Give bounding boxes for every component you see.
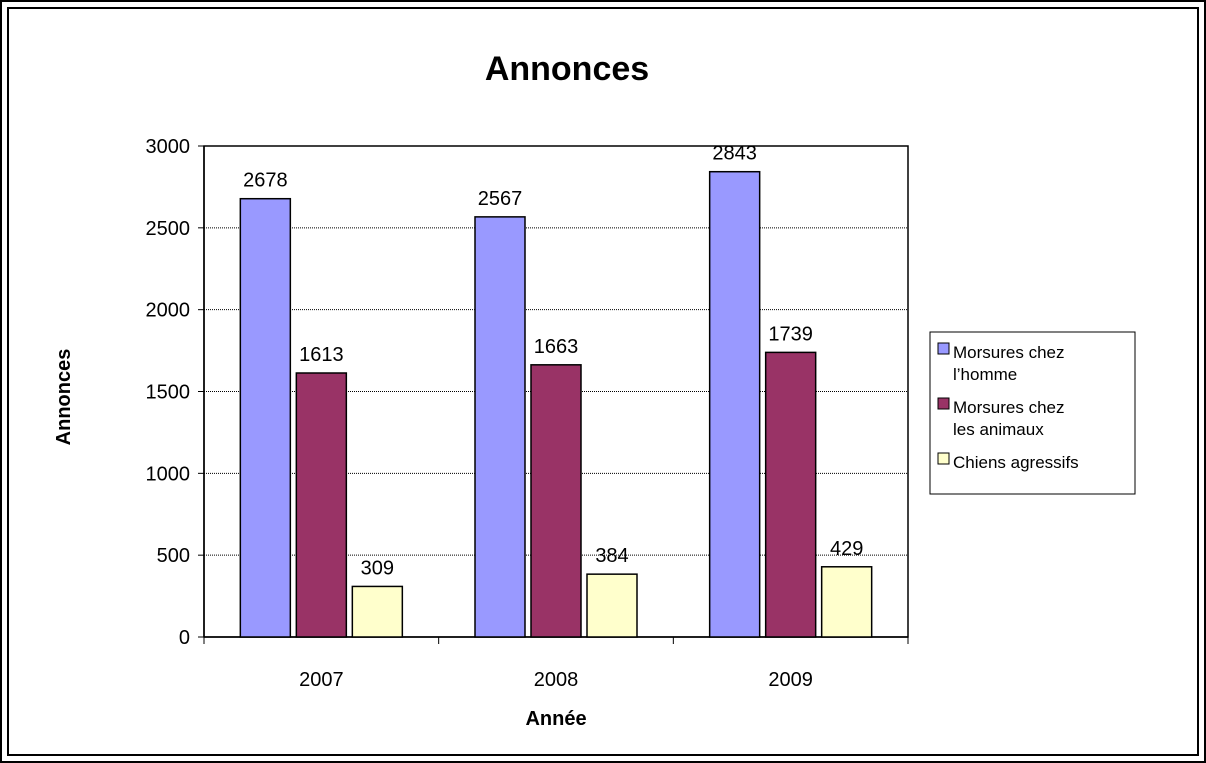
data-label: 384 [595, 545, 628, 567]
data-label: 2567 [478, 188, 523, 210]
chart-title: Annonces [485, 50, 649, 88]
legend-label: Morsures chez [953, 343, 1064, 362]
y-axis-title: Annonces [53, 349, 75, 446]
x-tick-label: 2009 [768, 669, 813, 691]
bar [474, 216, 526, 638]
y-tick-label: 3000 [146, 136, 191, 158]
y-axis: 0 500 1000 1500 2000 2500 3000 [146, 136, 205, 649]
x-tick-label: 2008 [534, 669, 579, 691]
bar [530, 364, 582, 638]
data-labels: 2678 1613 309 2567 1663 384 2843 1739 429 [243, 143, 863, 580]
legend-swatch [937, 397, 950, 410]
y-tick-label: 1500 [146, 382, 191, 404]
bar [351, 585, 404, 638]
legend-label: Chiens agressifs [953, 453, 1079, 472]
data-label: 1663 [534, 336, 579, 358]
bars [239, 170, 873, 638]
legend: Morsures chez l’homme Morsures chez les ani… [929, 331, 1136, 495]
data-label: 2843 [712, 143, 757, 165]
bar [764, 351, 817, 638]
legend-label: les animaux [953, 420, 1044, 439]
bar [820, 566, 873, 638]
legend-box [929, 331, 1136, 495]
legend-swatch [937, 452, 950, 465]
legend-swatch [937, 342, 950, 355]
x-tick-label: 2007 [299, 669, 344, 691]
data-label: 429 [830, 538, 863, 560]
bar [708, 170, 761, 638]
y-tick-label: 500 [157, 545, 190, 567]
legend-label: Morsures chez [953, 398, 1064, 417]
bar [295, 372, 348, 638]
data-label: 1739 [768, 323, 813, 345]
y-tick-label: 1000 [146, 463, 191, 485]
x-axis-title: Année [525, 708, 586, 730]
data-label: 309 [361, 557, 394, 579]
y-tick-label: 2500 [146, 218, 191, 240]
data-label: 2678 [243, 170, 288, 192]
y-tick-label: 0 [179, 627, 190, 649]
inner-border [7, 7, 1199, 756]
y-tick-label: 2000 [146, 300, 191, 322]
data-label: 1613 [299, 344, 344, 366]
bar [586, 573, 638, 638]
legend-label: l’homme [953, 365, 1017, 384]
bar [239, 197, 292, 638]
